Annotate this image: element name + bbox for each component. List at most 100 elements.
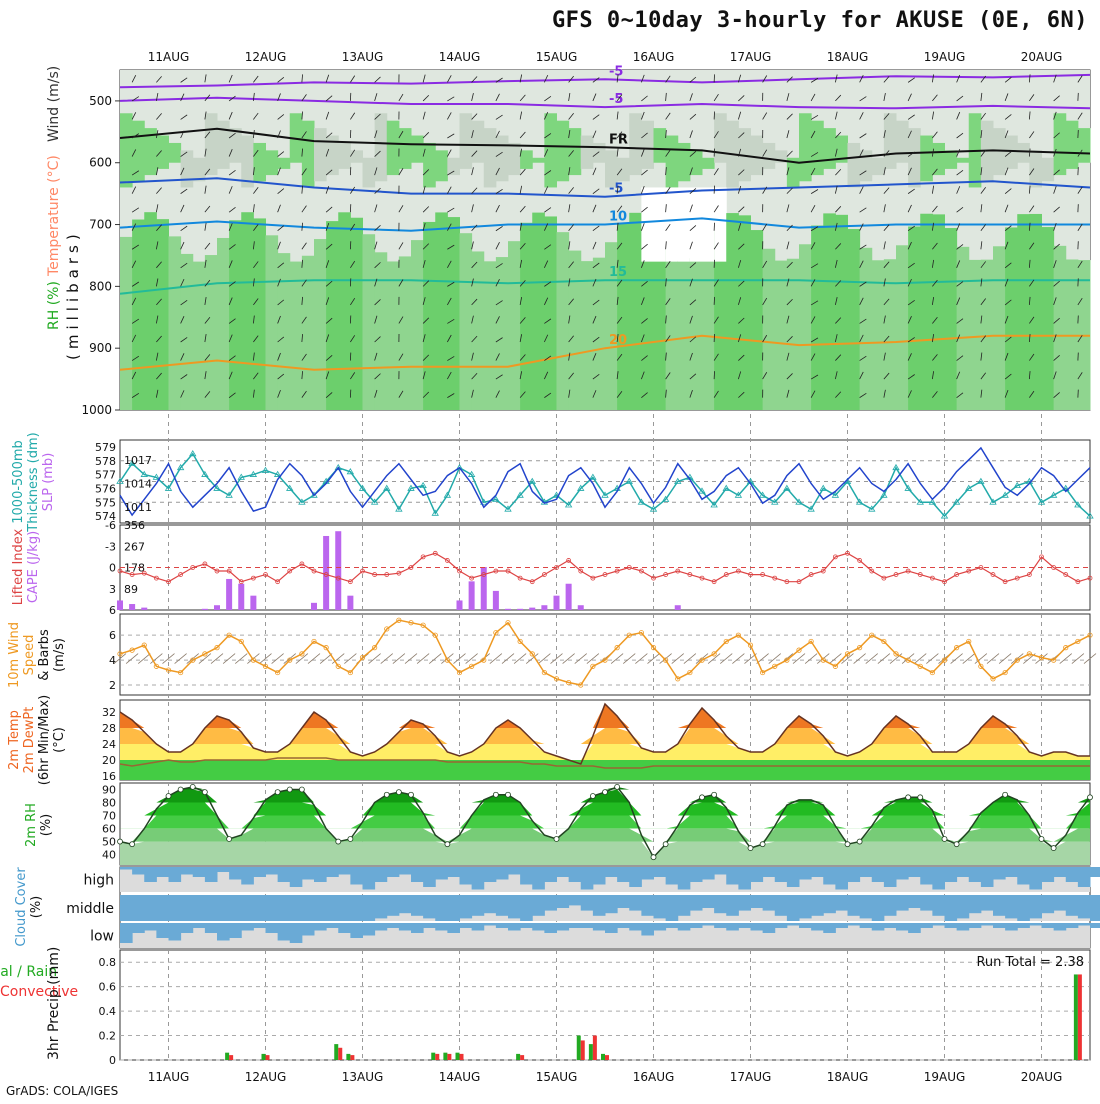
surface-wind-barb — [235, 654, 247, 664]
rh-band — [120, 842, 1090, 865]
cloud-bar — [217, 923, 230, 941]
rh-cell-mid — [120, 113, 133, 187]
cloud-ylabel: Cloud Cover(%) — [14, 867, 44, 947]
rh-cell-low — [726, 213, 739, 410]
rh-point — [396, 790, 401, 795]
cloud-bar — [520, 923, 533, 928]
cloud-bar — [132, 923, 145, 933]
rh-cell-low — [532, 213, 545, 410]
isotherm-label: -5 — [609, 64, 623, 79]
date-label-top: 19AUG — [924, 50, 966, 64]
rh-cell-low — [314, 239, 327, 410]
rh-point — [1003, 792, 1008, 797]
cloud-bar — [690, 867, 703, 882]
cloud-bar — [484, 867, 497, 882]
surface-wind-barb — [805, 654, 817, 664]
cloud-bar — [557, 867, 570, 877]
cloud-bar — [496, 923, 509, 928]
rh-cell-low — [557, 232, 570, 410]
rh-ylabel-line: 2m RH — [24, 803, 39, 847]
precip-convective-bar — [593, 1036, 597, 1060]
cloud-bar — [860, 867, 873, 877]
rh-point — [348, 836, 353, 841]
cloud-bar — [678, 923, 691, 931]
li-tick: -3 — [105, 540, 116, 553]
precip-convective-bar — [266, 1055, 270, 1060]
surface-wind-barb — [611, 654, 623, 664]
rh-cell-low — [520, 223, 533, 410]
cloud-bar — [617, 895, 630, 908]
rh-cell-mid — [593, 143, 606, 163]
ytick-label: 900 — [89, 341, 112, 355]
rh-point — [118, 839, 123, 844]
cloud-bar — [326, 923, 339, 928]
footer-credit: GrADS: COLA/IGES — [6, 1084, 118, 1098]
cape-ylabel-line: Lifted Index — [11, 528, 26, 605]
cloud-bar — [884, 867, 897, 887]
date-label-bottom: 18AUG — [827, 1070, 869, 1084]
cloud-bar — [472, 895, 485, 916]
surface-wind-barb — [272, 654, 284, 664]
rh-cell-mid — [1005, 136, 1018, 169]
rh-cell-low — [920, 214, 933, 410]
rh-point — [748, 846, 753, 851]
cloud-bar — [169, 895, 182, 921]
rh-cell-low — [229, 220, 242, 410]
slp-right-tick: 1014 — [124, 477, 152, 490]
surface-wind-barb — [138, 654, 150, 664]
cloud-bar — [617, 867, 630, 882]
surface-wind-barb — [987, 654, 999, 664]
cloud-bar — [666, 923, 679, 928]
rh-cell-dry — [702, 187, 715, 261]
rh-cell-low — [217, 238, 230, 410]
air-side-label: Temperature (°C) — [46, 155, 62, 277]
cape-ylabel-line: CAPE (J/kg) — [26, 531, 41, 603]
rh-cell-mid — [266, 150, 279, 175]
precip-tick: 0.8 — [99, 956, 117, 969]
cloud-bar — [156, 895, 169, 921]
rh-cell-low — [799, 244, 812, 410]
rh-cell-mid — [387, 121, 400, 175]
rh-point — [1039, 836, 1044, 841]
cloud-bar — [1005, 867, 1018, 877]
rh-point — [1088, 795, 1093, 800]
cloud-bar — [278, 923, 291, 941]
cloud-bar — [569, 867, 582, 882]
surface-wind-barb — [999, 654, 1011, 664]
surface-wind-barb — [963, 654, 975, 664]
surface-wind-barb — [514, 654, 526, 664]
precip-convective-bar — [447, 1054, 451, 1060]
run-total-label: Run Total = 2.38 — [976, 955, 1084, 970]
cloud-bar — [338, 923, 351, 933]
rh-cell-low — [945, 228, 958, 410]
cloud-bar — [484, 895, 497, 913]
cloud-bar — [860, 923, 873, 928]
date-label-bottom: 11AUG — [148, 1070, 190, 1084]
precip-total-bar — [589, 1044, 593, 1060]
cloud-bar — [981, 923, 994, 926]
isotherm-label: -5 — [609, 182, 623, 197]
rh-cell-mid — [314, 128, 327, 181]
rh-cell-low — [957, 247, 970, 410]
rh-cell-low — [581, 261, 594, 410]
rh-point — [166, 794, 171, 799]
cloud-bar — [751, 867, 764, 882]
cloud-bar — [544, 867, 557, 882]
rh-cell-mid — [811, 121, 824, 175]
rh-point — [190, 784, 195, 789]
precip-total-bar — [577, 1036, 581, 1060]
rh-cell-mid — [848, 143, 861, 188]
cloud-bar — [205, 923, 218, 933]
temp-band — [120, 704, 1090, 728]
precip-tick: 0 — [109, 1054, 116, 1067]
rh-cell-low — [278, 253, 291, 410]
rh-cell-mid — [472, 121, 485, 163]
rh-point — [603, 790, 608, 795]
cloud-bar — [908, 923, 921, 933]
cloud-bar — [896, 895, 909, 911]
precip-total-bar — [456, 1053, 460, 1060]
temp-ylabel-line: 2m DewPt — [22, 707, 37, 774]
cloud-bar — [896, 867, 909, 880]
rh-cell-low — [860, 248, 873, 410]
rh-cell-mid — [872, 158, 885, 175]
